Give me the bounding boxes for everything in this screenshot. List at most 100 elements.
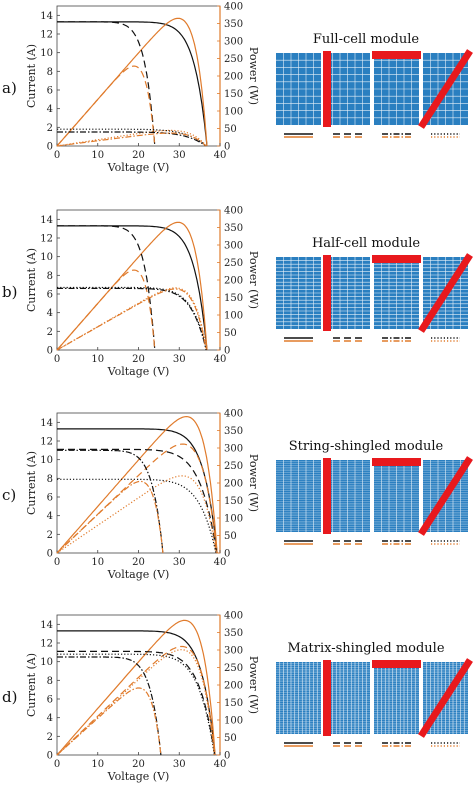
iv-curve-dashed [57,448,218,554]
power-curve-solid [56,221,208,351]
shade-column [323,458,331,534]
iv-curve-dashdot [57,656,162,756]
y-tick-right-label: 300 [224,241,243,252]
x-tick-label: 10 [91,759,104,770]
x-tick-label: 20 [132,354,145,365]
x-tick-label: 20 [132,557,145,568]
y-tick-right-label: 350 [224,426,243,437]
iv-curve-dotted [57,478,217,554]
shade-column [323,255,331,331]
module-4 [418,253,473,342]
y-tick-right-label: 200 [224,479,243,490]
plot-frame [56,209,221,351]
x-tick-label: 10 [91,354,104,365]
y-tick-left-label: 12 [40,30,53,41]
y-tick-left-label: 14 [40,11,53,22]
y-tick-left-label: 2 [47,123,53,134]
y-tick-left-label: 2 [47,327,53,338]
power-curve-dotted [56,475,217,554]
y-axis-right-label: Power (W) [247,251,260,309]
y-tick-right-label: 200 [224,72,243,83]
y-tick-right-label: 200 [224,276,243,287]
x-axis-label: Voltage (V) [107,568,170,581]
y-tick-right-label: 250 [224,461,243,472]
module-3 [372,51,421,138]
y-axis-right-label: Power (W) [247,454,260,512]
module-1 [276,662,321,747]
y-tick-right-label: 300 [224,37,243,48]
iv-curve-dashdot [57,131,207,147]
power-curve-dashdot [56,132,207,147]
y-tick-right-label: 300 [224,444,243,455]
panel-label: c) [2,486,16,504]
x-tick-label: 30 [173,354,186,365]
y-tick-right-label: 100 [224,107,243,118]
y-tick-right-label: 250 [224,54,243,65]
module-1 [276,53,321,138]
module-3 [372,660,421,747]
x-tick-label: 0 [54,759,60,770]
module-2 [323,51,370,138]
plot-frame [56,614,221,756]
y-tick-left-label: 12 [40,437,53,448]
module-2 [323,660,370,747]
y-axis-right-label: Power (W) [247,656,260,714]
y-tick-right-label: 150 [224,496,243,507]
y-tick-left-label: 8 [47,474,53,485]
y-tick-right-label: 50 [224,328,237,339]
y-tick-left-label: 2 [47,530,53,541]
plot-frame [56,5,221,147]
y-axis-right-label: Power (W) [247,47,260,105]
shade-row [372,660,421,668]
panel-label: a) [2,79,17,97]
power-curve-solid [56,619,216,756]
y-tick-left-label: 4 [47,308,53,319]
y-tick-left-label: 0 [47,142,53,153]
x-tick-label: 30 [173,759,186,770]
y-tick-left-label: 10 [40,657,53,668]
y-tick-right-label: 150 [224,293,243,304]
power-curve-dashdot [56,288,207,351]
y-tick-right-label: 400 [224,611,243,622]
x-axis-label: Voltage (V) [107,770,170,783]
y-tick-left-label: 14 [40,418,53,429]
x-axis-label: Voltage (V) [107,365,170,378]
y-tick-left-label: 14 [40,215,53,226]
power-curve-dashed [56,645,216,756]
shade-diagonal [418,49,473,129]
y-tick-right-label: 0 [224,346,230,357]
y-tick-left-label: 2 [47,732,53,743]
module-title: Matrix-shingled module [287,641,444,656]
iv-curve-solid [57,630,216,756]
y-tick-left-label: 10 [40,252,53,263]
x-tick-label: 40 [214,354,227,365]
y-tick-left-label: 0 [47,346,53,357]
iv-curve-dashed [57,21,156,147]
y-tick-left-label: 8 [47,271,53,282]
shade-column [323,660,331,736]
power-curve-dotted [56,129,207,147]
power-curve-solid [56,415,218,554]
iv-curve-dotted [57,286,208,351]
x-tick-label: 40 [214,150,227,161]
module-2 [323,255,370,342]
power-curve-dotted [56,287,208,351]
iv-curve-dotted [57,653,215,756]
module-3 [372,458,421,545]
panel-4: d)0 10 20 30 4002468101214050100150200250300… [2,611,473,783]
y-tick-right-label: 350 [224,19,243,30]
y-tick-left-label: 10 [40,48,53,59]
y-axis-left-label: Current (A) [25,451,38,515]
shade-row [372,51,421,59]
y-axis-left-label: Current (A) [25,653,38,717]
module-4 [418,49,473,138]
panel-2: b)0 10 20 30 4002468101214050100150200250300… [2,206,473,378]
module-4 [418,456,473,545]
power-curve-solid [56,17,208,147]
y-tick-left-label: 6 [47,290,53,301]
shade-diagonal [418,456,473,536]
module-1 [276,257,321,342]
y-tick-right-label: 100 [224,311,243,322]
x-tick-label: 20 [132,759,145,770]
y-axis-left-label: Current (A) [25,248,38,312]
